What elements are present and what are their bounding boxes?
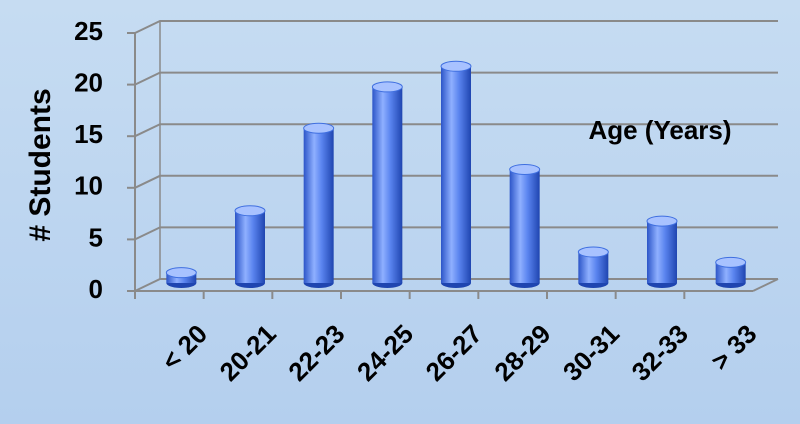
bar-top bbox=[371, 81, 403, 93]
grid-line bbox=[134, 278, 778, 292]
bar-top bbox=[234, 205, 266, 217]
bar bbox=[303, 128, 334, 283]
grid-line bbox=[134, 123, 778, 138]
bar-group bbox=[440, 60, 472, 288]
y-axis-label: # Students bbox=[24, 88, 57, 241]
bar-group bbox=[303, 122, 335, 288]
bar bbox=[647, 221, 677, 283]
grid-line bbox=[134, 20, 778, 34]
y-tick-label: 25 bbox=[74, 16, 103, 46]
y-tick-label: 0 bbox=[89, 274, 103, 304]
bar-top bbox=[509, 163, 541, 175]
bar-group bbox=[646, 215, 678, 288]
bar bbox=[441, 66, 471, 283]
bar-top bbox=[440, 60, 472, 72]
bar bbox=[235, 210, 265, 283]
bar-top bbox=[646, 215, 678, 227]
bar-top bbox=[165, 267, 197, 279]
bar-top bbox=[715, 256, 747, 268]
y-tick-label: 15 bbox=[74, 119, 103, 149]
bar-top bbox=[577, 246, 609, 258]
bar-group bbox=[715, 256, 747, 288]
annotation: Age (Years) bbox=[588, 115, 731, 145]
bar-top bbox=[303, 122, 335, 134]
floor-edge bbox=[752, 278, 779, 292]
bar-group bbox=[234, 205, 266, 288]
bar bbox=[509, 169, 540, 283]
y-tick-label: 10 bbox=[74, 171, 103, 201]
y-tick-label: 20 bbox=[74, 67, 103, 97]
bar-group bbox=[371, 81, 403, 288]
grid-line bbox=[134, 174, 778, 189]
grid-line bbox=[134, 226, 778, 241]
bar bbox=[715, 262, 746, 283]
bar-group bbox=[577, 246, 609, 288]
bar-group bbox=[509, 163, 541, 288]
grid-line bbox=[134, 71, 778, 86]
bar bbox=[372, 86, 403, 283]
y-tick-label: 5 bbox=[89, 222, 103, 252]
bar-group bbox=[165, 267, 197, 288]
